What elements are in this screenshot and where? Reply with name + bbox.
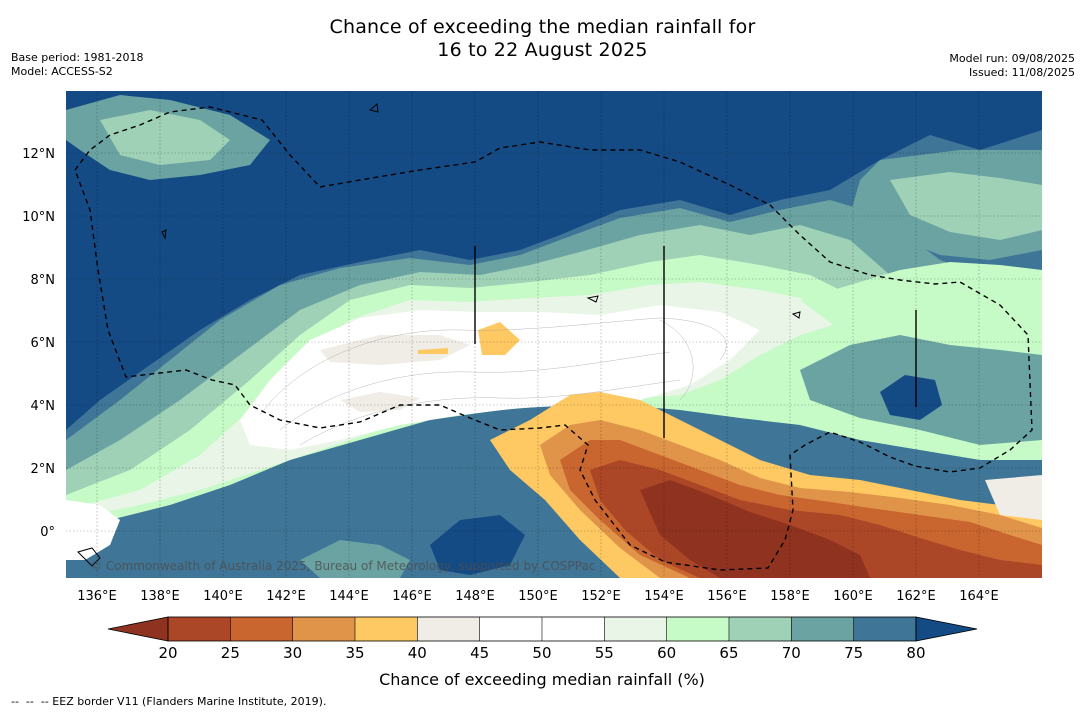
- map-copyright: © Commonwealth of Australia 2025, Bureau…: [90, 559, 595, 573]
- eez-borders: [74, 106, 1033, 571]
- eez-border-west: [74, 106, 1033, 571]
- map-panel: © Commonwealth of Australia 2025, Bureau…: [66, 91, 1042, 578]
- island-coastline-5: [77, 547, 101, 567]
- longitude-tick-label: 144°E: [329, 589, 369, 604]
- island-coastline-4: [161, 229, 167, 240]
- colorbar-tick-label: 40: [408, 644, 427, 662]
- colorbar-segment: [292, 617, 355, 641]
- longitude-tick-label: 148°E: [455, 589, 495, 604]
- colorbar-frame: [167, 616, 917, 642]
- latitude-tick-label: 2°N: [31, 462, 56, 477]
- issued-label: Issued: 11/08/2025: [968, 66, 1075, 79]
- colorbar-tick-label: 55: [595, 644, 614, 662]
- latitude-tick-label: 6°N: [31, 336, 56, 351]
- colorbar-tick-label: 30: [283, 644, 302, 662]
- contour-45-patch: [320, 335, 470, 365]
- colorbar-segment: [479, 617, 542, 641]
- contour-35-40-patch-2: [418, 348, 448, 354]
- colorbar-tick-label: 35: [345, 644, 364, 662]
- contour-below-20-dry: [640, 480, 870, 578]
- longitude-tick-label: 136°E: [77, 589, 117, 604]
- island-coastline-3: [791, 311, 801, 319]
- land-coastlines: [77, 103, 801, 567]
- latitude-labels: 12°N 10°N 8°N 6°N 4°N 2°N 0°: [22, 147, 55, 540]
- colorbar-tick-label: 65: [719, 644, 738, 662]
- eez-footnote: -- -- -- EEZ border V11 (Flanders Marine…: [11, 695, 327, 708]
- colorbar-segment: [417, 617, 480, 641]
- latitude-tick-label: 0°: [40, 525, 55, 540]
- colorbar-tick-label: 45: [470, 644, 489, 662]
- colorbar-segment: [853, 617, 916, 641]
- contour-70-ne: [890, 172, 1042, 240]
- colorbar-segment: [230, 617, 293, 641]
- map-title-line-1: Chance of exceeding the median rainfall …: [329, 16, 756, 38]
- contour-45-south: [985, 475, 1042, 520]
- island-coastline-2: [586, 295, 599, 303]
- longitude-tick-label: 156°E: [707, 589, 747, 604]
- longitude-labels: 136°E 138°E 140°E 142°E 144°E 146°E 148°E 150°E…: [77, 589, 999, 604]
- colorbar-tick-label: 75: [844, 644, 863, 662]
- longitude-tick-label: 154°E: [644, 589, 684, 604]
- contour-75-south: [300, 540, 410, 578]
- longitude-tick-label: 160°E: [833, 589, 873, 604]
- colorbar-tick-label: 25: [221, 644, 240, 662]
- model-label: Model: ACCESS-S2: [11, 65, 113, 78]
- contour-65-east: [800, 262, 1042, 335]
- longitude-tick-label: 158°E: [770, 589, 810, 604]
- base-period-label: Base period: 1981-2018: [11, 51, 144, 64]
- contour-above-80-south: [430, 515, 525, 575]
- contour-45-patch-2: [340, 392, 420, 412]
- colorbar: 20 25 30 35 40 45 50 55 60 65 70 75 80: [107, 616, 978, 662]
- colorbar-segment: [666, 617, 729, 641]
- contour-70-north-patch: [100, 110, 230, 165]
- colorbar-segment: [728, 617, 792, 641]
- longitude-tick-label: 152°E: [581, 589, 621, 604]
- colorbar-above-arrow: [915, 616, 978, 642]
- contour-outlines: [259, 317, 727, 446]
- colorbar-segment: [791, 617, 854, 641]
- latitude-tick-label: 10°N: [22, 210, 55, 225]
- graticule: [66, 91, 1042, 578]
- colorbar-tick-label: 60: [657, 644, 676, 662]
- latitude-tick-label: 12°N: [22, 147, 55, 162]
- map-title-line-2: 16 to 22 August 2025: [437, 39, 648, 61]
- longitude-tick-label: 162°E: [896, 589, 936, 604]
- colorbar-below-arrow: [107, 616, 169, 642]
- longitude-tick-label: 142°E: [266, 589, 306, 604]
- longitude-tick-label: 146°E: [392, 589, 432, 604]
- island-coastline-1: [368, 103, 379, 113]
- colorbar-tick-label: 20: [158, 644, 177, 662]
- colorbar-segment: [604, 617, 667, 641]
- colorbar-segment: [354, 617, 418, 641]
- colorbar-tick-label: 50: [532, 644, 551, 662]
- contour-above-80-east: [880, 375, 942, 420]
- colorbar-tick-label: 70: [782, 644, 801, 662]
- longitude-tick-label: 140°E: [203, 589, 243, 604]
- colorbar-tick-label: 80: [906, 644, 925, 662]
- longitude-tick-label: 150°E: [518, 589, 558, 604]
- latitude-tick-label: 8°N: [31, 273, 56, 288]
- longitude-tick-label: 164°E: [959, 589, 999, 604]
- model-run-label: Model run: 09/08/2025: [949, 52, 1075, 65]
- latitude-tick-label: 4°N: [31, 399, 56, 414]
- colorbar-segment: [541, 617, 605, 641]
- colorbar-segment: [168, 617, 231, 641]
- contour-55-sw: [66, 500, 120, 560]
- longitude-tick-label: 138°E: [140, 589, 180, 604]
- colorbar-label: Chance of exceeding median rainfall (%): [379, 670, 705, 689]
